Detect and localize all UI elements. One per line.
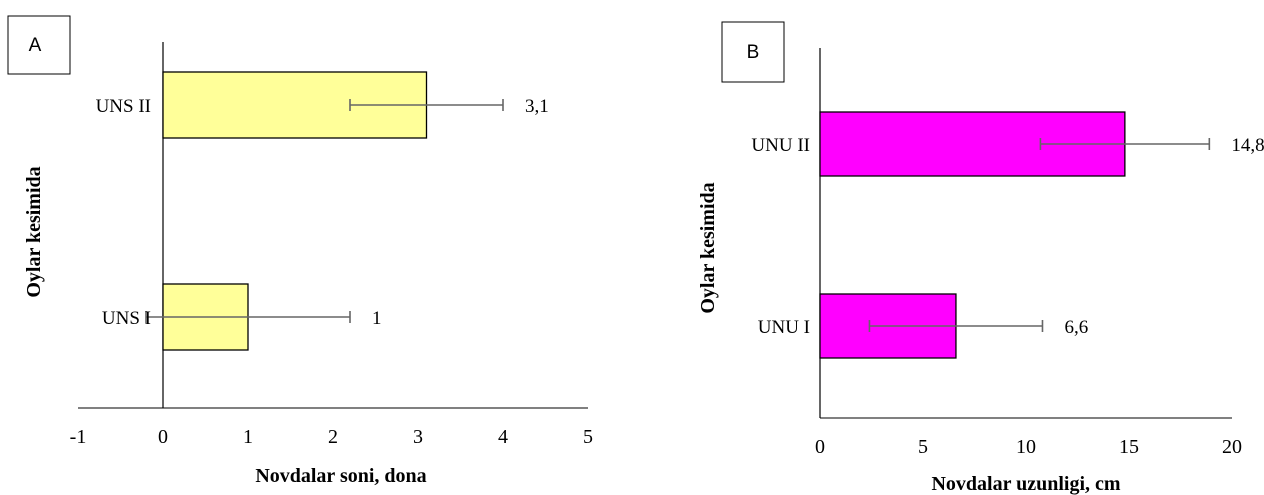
x-tick-label: 20 — [1222, 436, 1242, 458]
x-tick-label: 0 — [158, 426, 168, 448]
panel-label-box — [7, 15, 71, 75]
panel-label: A — [29, 35, 42, 56]
data-label: 14,8 — [1231, 135, 1264, 156]
x-tick-label: 5 — [583, 426, 593, 448]
x-tick-label: 15 — [1119, 436, 1139, 458]
panel-label-box — [721, 21, 785, 83]
chart-panel-a: A -1 0 1 2 3 4 5 1 UNS I 3,1 UNS II Novdalar soni, d… — [7, 15, 593, 487]
category-label: UNS I — [102, 308, 151, 329]
y-axis-title: Oylar kesimida — [697, 182, 719, 313]
data-label: 6,6 — [1064, 317, 1088, 338]
data-label: 1 — [372, 308, 382, 329]
category-label: UNU I — [758, 317, 810, 338]
category-label: UNU II — [751, 135, 810, 156]
panel-label: B — [747, 42, 760, 63]
x-axis-title: Novdalar soni, dona — [255, 465, 426, 487]
x-tick-label: 5 — [918, 436, 928, 458]
x-tick-label: 1 — [243, 426, 253, 448]
x-tick-label: -1 — [70, 426, 87, 448]
x-tick-label: 0 — [815, 436, 825, 458]
x-tick-label: 4 — [498, 426, 508, 448]
category-label: UNS II — [96, 96, 151, 117]
x-tick-label: 10 — [1016, 436, 1036, 458]
x-tick-label: 3 — [413, 426, 423, 448]
chart-panel-b: B 0 5 10 15 20 6,6 UNU I 14,8 UNU II Novdalar uzun… — [697, 21, 1264, 495]
x-axis-title: Novdalar uzunligi, cm — [931, 473, 1120, 495]
y-axis-title: Oylar kesimida — [23, 166, 45, 297]
data-label: 3,1 — [525, 96, 549, 117]
x-tick-label: 2 — [328, 426, 338, 448]
